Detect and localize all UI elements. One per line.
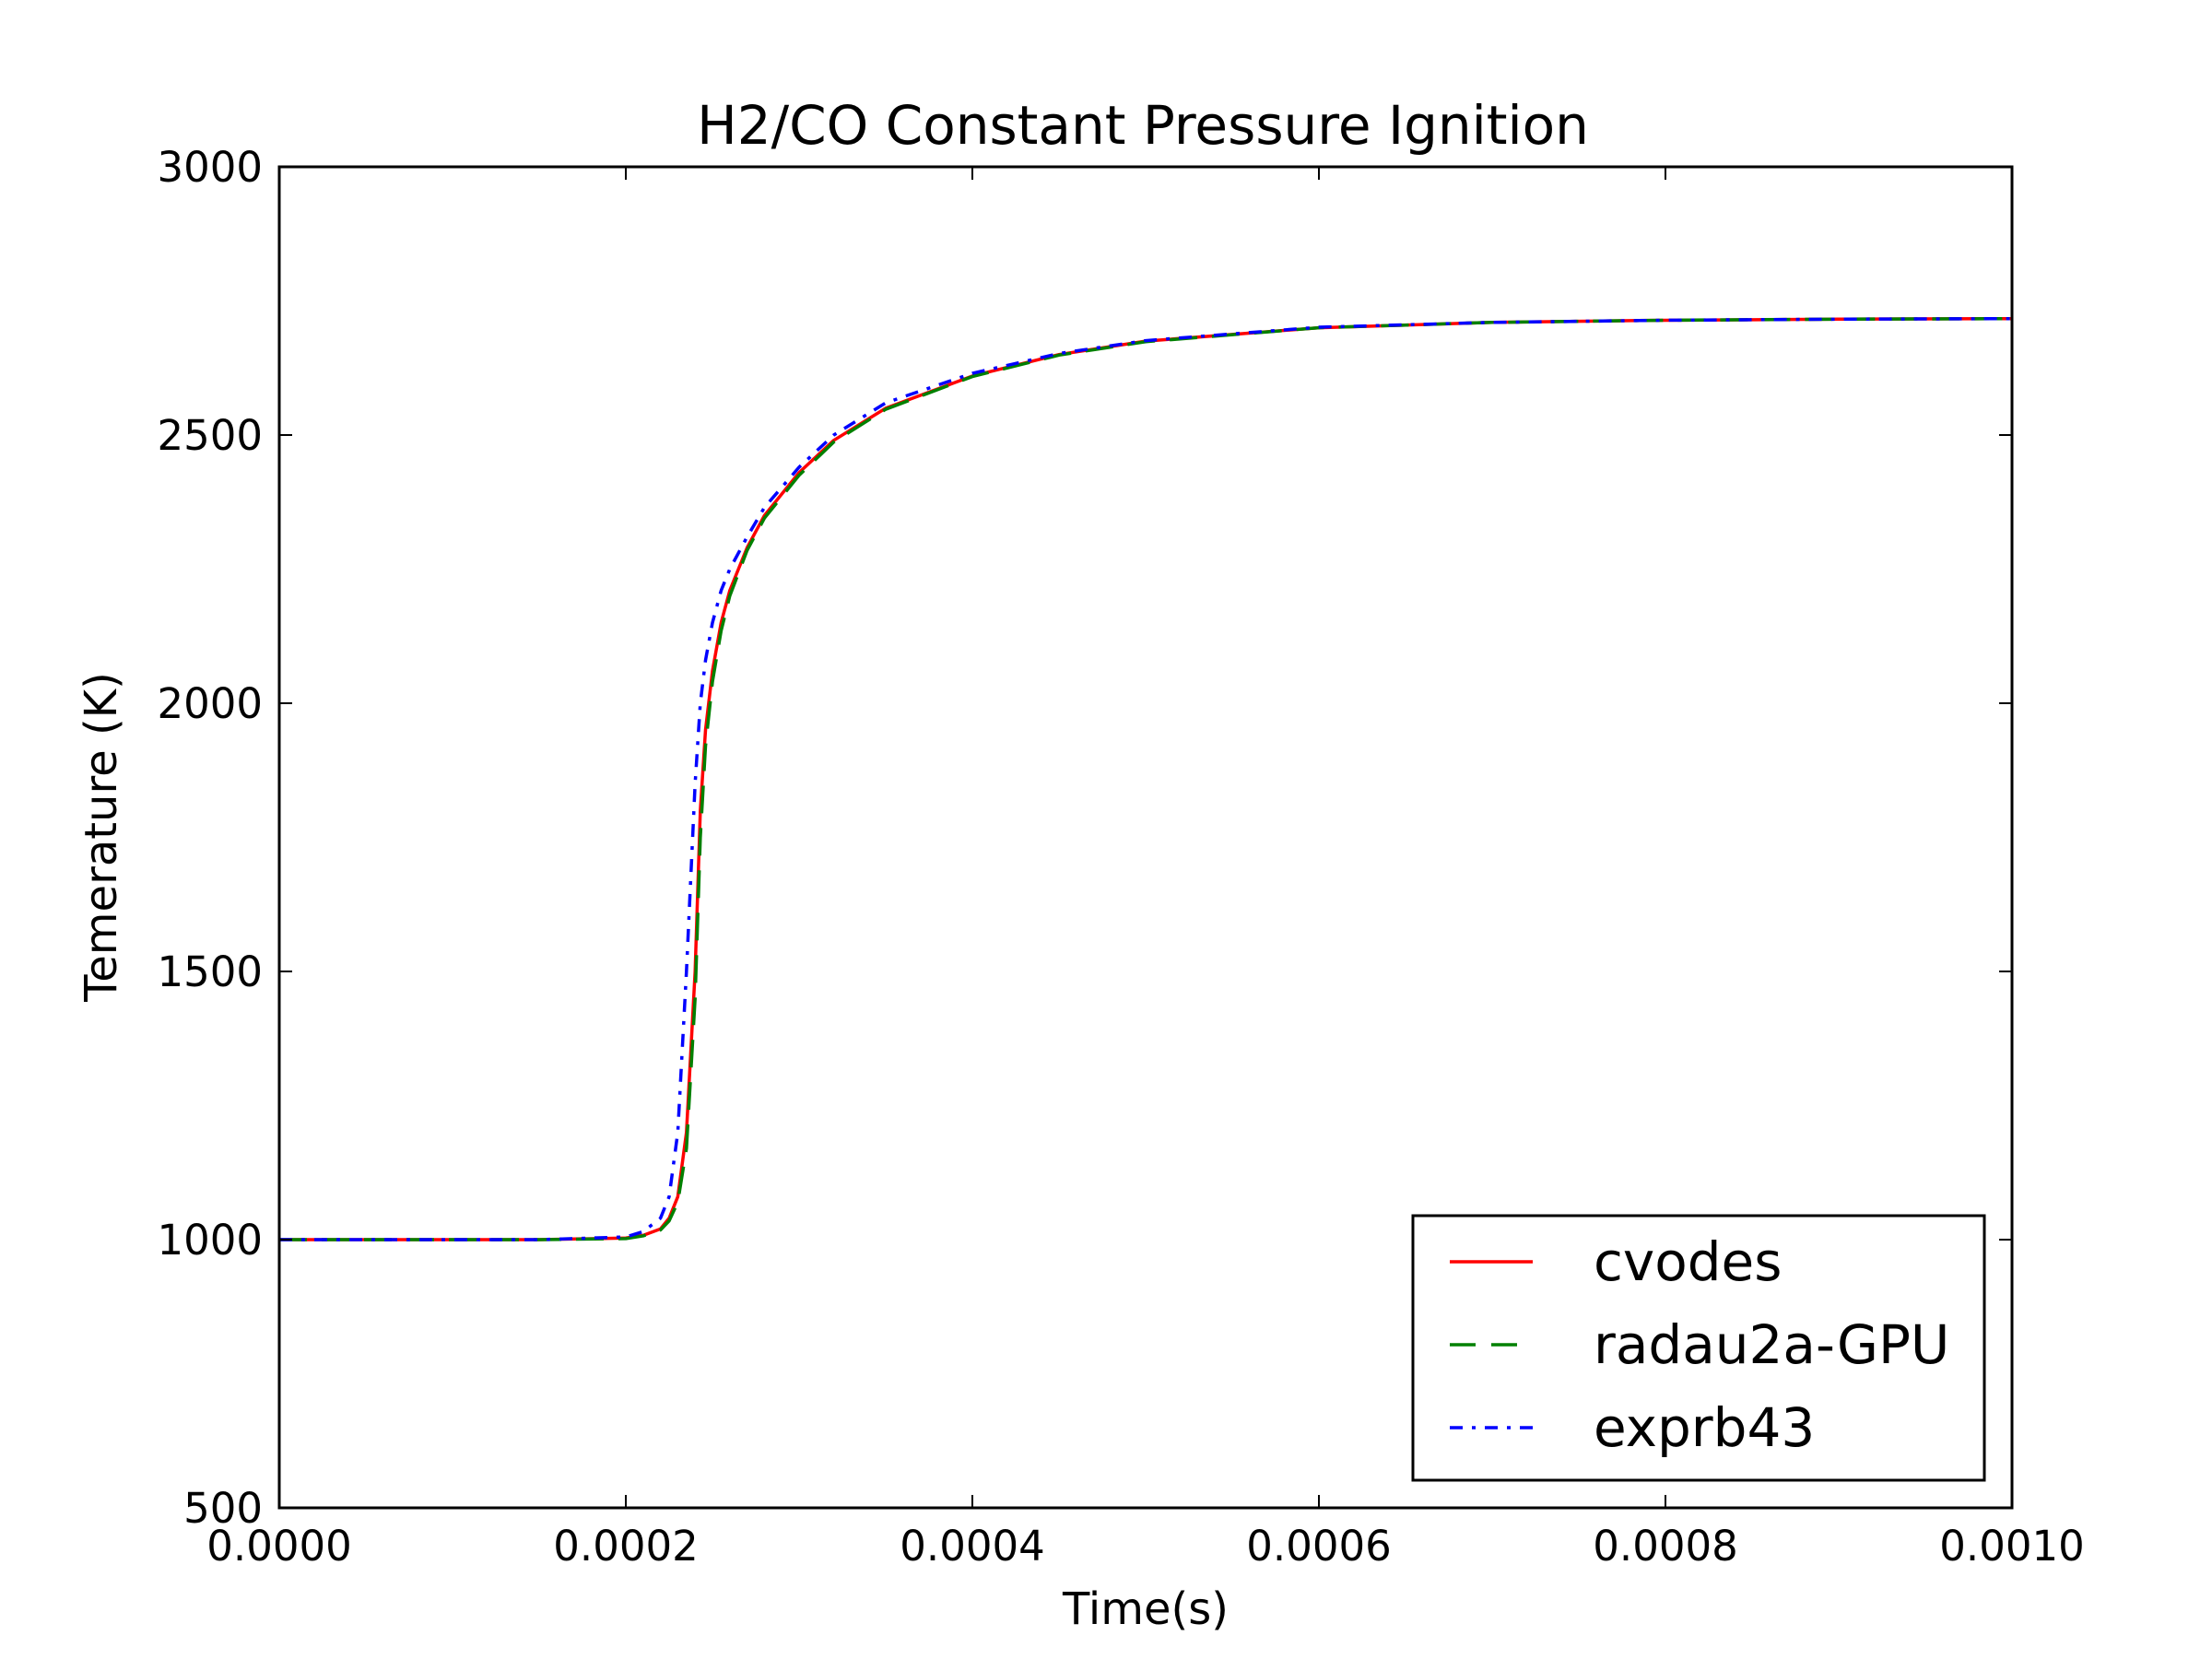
- x-tick-label: 0.0002: [553, 1522, 698, 1571]
- x-tick-label: 0.0004: [900, 1522, 1044, 1571]
- legend: cvodes radau2a-GPU exprb43: [1411, 1214, 1986, 1482]
- legend-label-exprb43: exprb43: [1594, 1396, 1815, 1459]
- plot-frame: [277, 165, 2014, 1510]
- legend-label-radau2a-GPU: radau2a-GPU: [1594, 1313, 1949, 1376]
- y-tick-label: 2000: [157, 679, 263, 728]
- y-axis-label: Temerature (K): [76, 672, 127, 1003]
- x-tick-label: 0.0006: [1246, 1522, 1391, 1571]
- x-tick-label: 0.0008: [1593, 1522, 1737, 1571]
- legend-box: [1411, 1214, 1986, 1482]
- y-tick-label: 500: [183, 1484, 263, 1533]
- legend-label-cvodes: cvodes: [1594, 1230, 1782, 1293]
- tick-layer: 0.0000 0.0002 0.0004 0.0006 0.0008 0.0010 500 1…: [157, 143, 2084, 1571]
- series-line-exprb43: [279, 316, 2012, 1241]
- chart-title: H2/CO Constant Pressure Ignition: [697, 94, 1589, 157]
- x-tick-label: 0.0010: [1939, 1522, 2084, 1571]
- legend-items: cvodes radau2a-GPU exprb43: [1450, 1230, 1949, 1459]
- x-tick-label: 0.0000: [206, 1522, 351, 1571]
- series-layer: [279, 316, 2012, 1241]
- y-tick-label: 1000: [157, 1216, 263, 1265]
- series-line-radau2a-GPU: [279, 316, 2012, 1241]
- y-tick-label: 3000: [157, 143, 263, 192]
- y-tick-label: 2500: [157, 411, 263, 460]
- y-tick-label: 1500: [157, 947, 263, 996]
- plot-area: [279, 316, 2012, 1241]
- x-axis-label: Time(s): [1062, 1583, 1229, 1635]
